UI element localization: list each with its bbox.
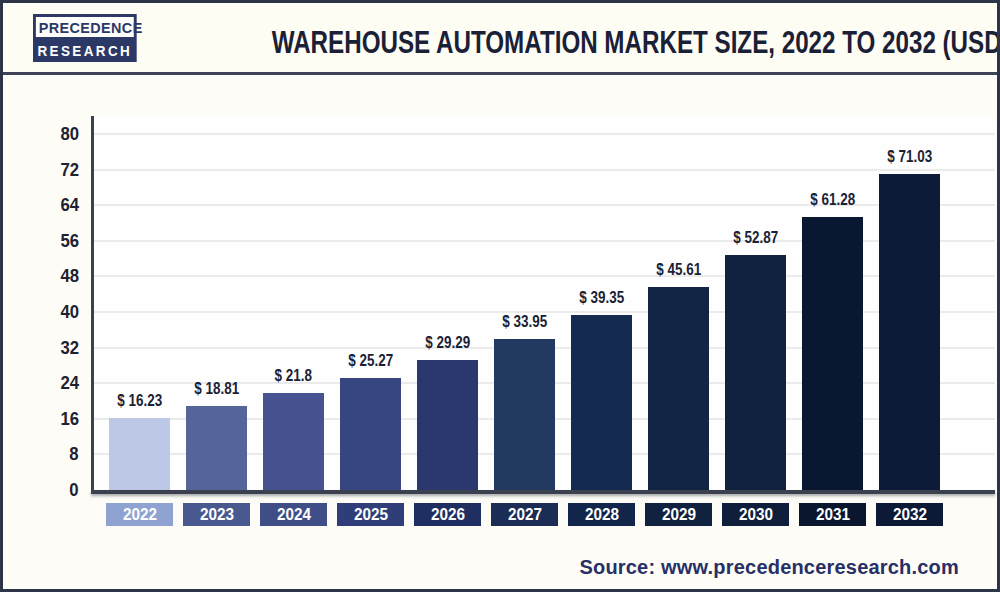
x-label-2024: 2024 [260,503,327,526]
y-tick-label-48: 48 [31,264,79,288]
precedence-research-logo: PRECEDENCE RESEARCH [33,14,141,62]
source-text: Source: www.precedenceresearch.com [579,556,959,579]
title-wrap: WAREHOUSE AUTOMATION MARKET SIZE, 2022 T… [153,25,962,61]
value-label-2025: $ 25.27 [316,351,426,371]
logo-line-research: RESEARCH [33,40,137,62]
bar-2022 [109,418,170,490]
value-label-2027: $ 33.95 [470,312,580,332]
bar-2025 [340,378,401,490]
y-tick-label-80: 80 [31,122,79,146]
bar-2024 [263,393,324,490]
x-label-2031: 2031 [799,503,866,526]
bar-2029 [648,287,709,490]
y-axis-line [91,116,94,494]
value-label-2028: $ 39.35 [547,288,657,308]
bar-2026 [417,360,478,490]
value-label-2032: $ 71.03 [855,147,965,167]
bar-2031 [802,217,863,490]
x-label-2022: 2022 [106,503,173,526]
bar-2030 [725,255,786,490]
bar-2023 [186,406,247,490]
x-label-2025: 2025 [337,503,404,526]
y-tick-label-72: 72 [31,158,79,182]
value-label-2029: $ 45.61 [624,260,734,280]
header: PRECEDENCE RESEARCH WAREHOUSE AUTOMATION… [3,3,997,72]
value-label-2030: $ 52.87 [701,228,811,248]
x-axis-line [91,490,995,494]
gridline-72 [94,169,995,171]
x-label-2028: 2028 [568,503,635,526]
y-tick-label-16: 16 [31,407,79,431]
y-tick-label-56: 56 [31,229,79,253]
x-label-2029: 2029 [645,503,712,526]
y-tick-label-0: 0 [31,478,79,502]
value-label-2026: $ 29.29 [393,333,503,353]
infographic-page: PRECEDENCE RESEARCH WAREHOUSE AUTOMATION… [0,0,1000,592]
x-label-2032: 2032 [876,503,943,526]
chart-title: WAREHOUSE AUTOMATION MARKET SIZE, 2022 T… [272,25,1000,61]
y-tick-label-40: 40 [31,300,79,324]
value-label-2031: $ 61.28 [778,190,888,210]
bar-2027 [494,339,555,490]
bar-chart: 08162432404856647280$ 16.23$ 18.81$ 21.8… [3,75,1000,592]
bar-2032 [879,174,940,490]
y-tick-label-64: 64 [31,193,79,217]
logo-line-precedence: PRECEDENCE [33,14,137,40]
y-tick-label-32: 32 [31,336,79,360]
x-label-2027: 2027 [491,503,558,526]
y-tick-label-8: 8 [31,442,79,466]
x-label-2030: 2030 [722,503,789,526]
bar-2028 [571,315,632,490]
y-tick-label-24: 24 [31,371,79,395]
gridline-80 [94,133,995,135]
x-label-2026: 2026 [414,503,481,526]
x-label-2023: 2023 [183,503,250,526]
